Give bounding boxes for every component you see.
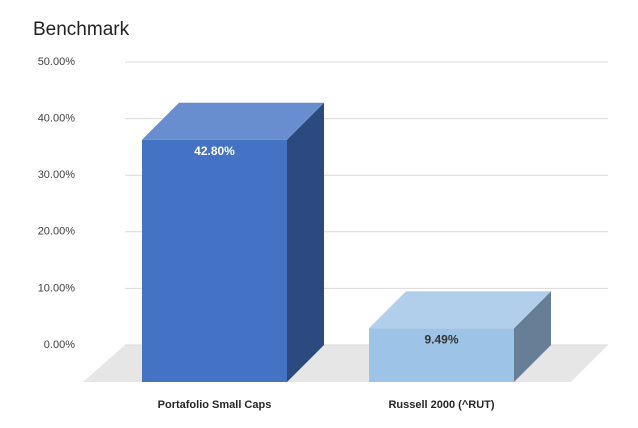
value-label: 42.80% <box>194 144 235 158</box>
y-tick-label: 20.00% <box>38 226 76 238</box>
bar-front <box>142 139 287 382</box>
bar-top <box>369 291 551 329</box>
y-tick-label: 0.00% <box>44 339 75 351</box>
y-tick-label: 50.00% <box>38 56 76 68</box>
bar <box>369 291 551 382</box>
bar <box>142 102 324 382</box>
x-tick-label: Russell 2000 (^RUT) <box>388 399 494 411</box>
y-tick-label: 30.00% <box>38 169 76 181</box>
bar-side <box>514 291 551 382</box>
y-tick-label: 40.00% <box>38 113 76 125</box>
value-label: 9.49% <box>424 332 458 346</box>
chart-title: Benchmark <box>33 19 130 40</box>
y-tick-label: 10.00% <box>38 282 76 294</box>
bar-top <box>142 102 324 140</box>
bar-front <box>369 328 514 382</box>
bar-side <box>287 102 324 382</box>
x-tick-label: Portafolio Small Caps <box>158 399 272 411</box>
